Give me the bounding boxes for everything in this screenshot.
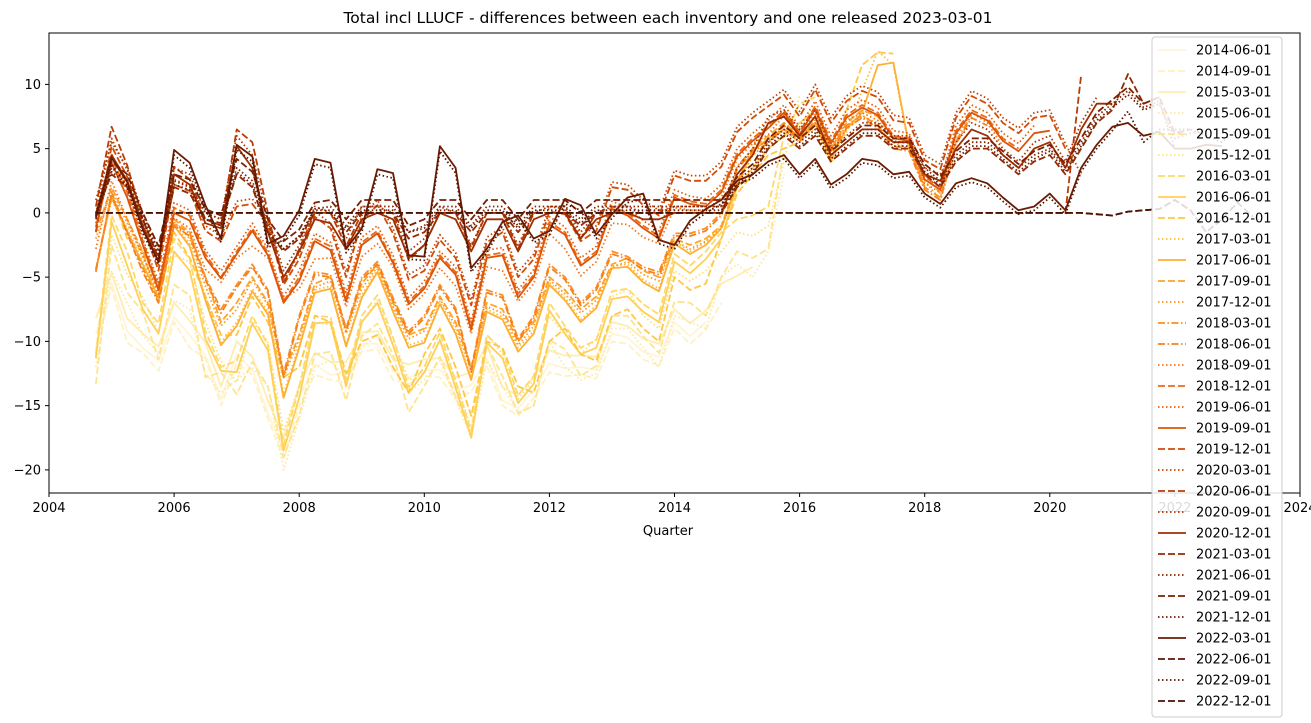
series-line-2018-12-01 bbox=[95, 104, 1019, 327]
series-line-2020-09-01 bbox=[95, 96, 1098, 272]
series-line-2015-09-01 bbox=[95, 148, 785, 458]
x-tick-label: 2024 bbox=[1283, 501, 1311, 516]
y-tick-label: 10 bbox=[24, 78, 41, 93]
series-line-2021-09-01 bbox=[95, 86, 1191, 248]
legend-label: 2018-03-01 bbox=[1196, 317, 1272, 332]
legend-label: 2015-12-01 bbox=[1196, 149, 1272, 164]
series-line-2018-06-01 bbox=[95, 116, 988, 379]
series-line-2020-12-01 bbox=[95, 102, 1113, 279]
legend-label: 2022-12-01 bbox=[1196, 695, 1272, 710]
x-tick-label: 2016 bbox=[783, 501, 816, 516]
series-line-2017-12-01 bbox=[95, 115, 957, 379]
legend-label: 2022-03-01 bbox=[1196, 632, 1272, 647]
legend-label: 2021-09-01 bbox=[1196, 590, 1272, 605]
legend-label: 2022-06-01 bbox=[1196, 653, 1272, 668]
series-line-2021-06-01 bbox=[95, 89, 1176, 253]
x-tick-label: 2008 bbox=[283, 501, 316, 516]
legend-label: 2016-03-01 bbox=[1196, 170, 1272, 185]
x-axis-label: Quarter bbox=[643, 524, 694, 539]
legend-label: 2020-06-01 bbox=[1196, 485, 1272, 500]
y-axis: −20 −15 −10 −5 0 5 10 bbox=[14, 78, 49, 478]
y-tick-label: −10 bbox=[14, 335, 41, 350]
series-line-2018-03-01 bbox=[95, 114, 973, 375]
legend-label: 2021-06-01 bbox=[1196, 569, 1272, 584]
series-line-2021-12-01 bbox=[95, 93, 1207, 255]
y-tick-label: −15 bbox=[14, 399, 41, 414]
legend-label: 2014-09-01 bbox=[1196, 65, 1272, 80]
series-line-2019-12-01 bbox=[95, 88, 1067, 307]
series-line-2015-06-01 bbox=[95, 174, 785, 471]
series-line-2022-12-01 bbox=[95, 199, 1254, 234]
legend-label: 2017-09-01 bbox=[1196, 275, 1272, 290]
legend-label: 2014-06-01 bbox=[1196, 44, 1272, 59]
legend-label: 2022-09-01 bbox=[1196, 674, 1272, 689]
series-line-2015-03-01 bbox=[95, 266, 754, 439]
legend-label: 2015-09-01 bbox=[1196, 128, 1272, 143]
y-tick-label: −5 bbox=[22, 271, 41, 286]
x-tick-label: 2010 bbox=[408, 501, 441, 516]
series-line-2015-12-01 bbox=[95, 94, 801, 433]
series-line-2020-03-01 bbox=[95, 83, 1082, 302]
legend-label: 2019-09-01 bbox=[1196, 422, 1272, 437]
series-layer bbox=[95, 50, 1254, 471]
series-line-2017-09-01 bbox=[95, 109, 941, 375]
series-line-2019-09-01 bbox=[95, 106, 1050, 331]
legend-label: 2020-12-01 bbox=[1196, 527, 1272, 542]
x-tick-label: 2014 bbox=[658, 501, 691, 516]
legend-label: 2021-12-01 bbox=[1196, 611, 1272, 626]
legend-label: 2020-03-01 bbox=[1196, 464, 1272, 479]
y-tick-label: 5 bbox=[33, 142, 41, 157]
y-tick-label: 0 bbox=[33, 206, 41, 221]
x-tick-label: 2020 bbox=[1033, 501, 1066, 516]
series-line-2022-03-01 bbox=[95, 122, 1222, 270]
x-tick-label: 2018 bbox=[908, 501, 941, 516]
series-line-2017-03-01 bbox=[95, 50, 910, 396]
legend-label: 2018-09-01 bbox=[1196, 359, 1272, 374]
series-line-2022-09-01 bbox=[95, 110, 1239, 273]
legend-label: 2019-06-01 bbox=[1196, 401, 1272, 416]
legend-label: 2021-03-01 bbox=[1196, 548, 1272, 563]
legend-label: 2017-06-01 bbox=[1196, 254, 1272, 269]
series-line-2016-03-01 bbox=[95, 96, 816, 446]
y-tick-label: −20 bbox=[14, 463, 41, 478]
legend-label: 2018-06-01 bbox=[1196, 338, 1272, 353]
legend-label: 2015-06-01 bbox=[1196, 107, 1272, 122]
legend-label: 2017-12-01 bbox=[1196, 296, 1272, 311]
series-line-2017-06-01 bbox=[95, 61, 926, 399]
legend: 2014-06-01 2014-09-01 2015-03-01 2015-06-01… bbox=[1151, 36, 1283, 718]
chart-title: Total incl LLUCF - differences between e… bbox=[342, 9, 992, 27]
x-axis: 2004200620082010201220142016201820202022… bbox=[32, 493, 1311, 516]
legend-label: 2017-03-01 bbox=[1196, 233, 1272, 248]
legend-label: 2020-09-01 bbox=[1196, 506, 1272, 521]
series-line-2019-06-01 bbox=[95, 98, 1035, 324]
legend-label: 2016-12-01 bbox=[1196, 212, 1272, 227]
series-line-2014-09-01 bbox=[95, 286, 723, 461]
legend-box bbox=[1151, 36, 1283, 718]
x-tick-label: 2006 bbox=[158, 501, 191, 516]
legend-label: 2018-12-01 bbox=[1196, 380, 1272, 395]
legend-label: 2016-06-01 bbox=[1196, 191, 1272, 206]
x-tick-label: 2004 bbox=[32, 501, 65, 516]
x-tick-label: 2012 bbox=[533, 501, 566, 516]
legend-label: 2015-03-01 bbox=[1196, 86, 1272, 101]
series-line-2016-06-01 bbox=[95, 109, 832, 452]
legend-label: 2019-12-01 bbox=[1196, 443, 1272, 458]
